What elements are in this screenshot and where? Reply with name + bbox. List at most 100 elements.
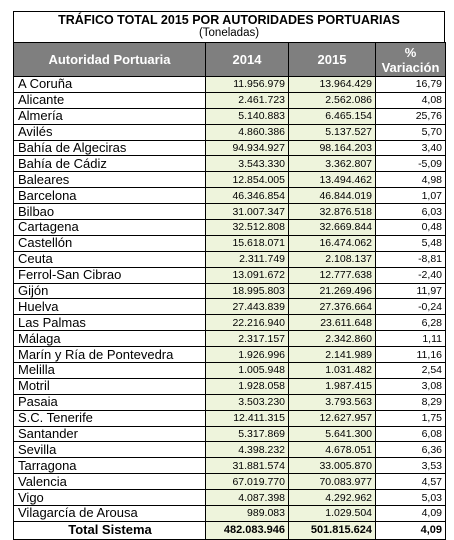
- port-name-cell: Bahía de Cádiz: [13, 155, 206, 173]
- value-2015-cell: 2.562.086: [288, 91, 376, 109]
- table-row: Barcelona 46.346.854 46.844.019 1,07: [13, 187, 446, 205]
- value-2015-cell: 32.876.518: [288, 203, 376, 221]
- value-2015-cell: 2.141.989: [288, 346, 376, 364]
- table-row: Santander 5.317.869 5.641.300 6,08: [13, 425, 446, 443]
- value-2015-cell: 33.005.870: [288, 457, 376, 475]
- value-2015-cell: 13.494.462: [288, 171, 376, 189]
- port-name-cell: Sevilla: [13, 441, 206, 459]
- variation-cell: 5,48: [375, 234, 446, 252]
- variation-cell: 5,03: [375, 489, 446, 507]
- value-2014-cell: 1.005.948: [205, 362, 289, 379]
- value-2014-cell: 31.007.347: [205, 203, 289, 221]
- table-row: Valencia 67.019.770 70.083.977 4,57: [13, 473, 446, 491]
- port-name-cell: Valencia: [13, 473, 206, 491]
- value-2014-cell: 3.503.230: [205, 393, 289, 411]
- value-2015-cell: 1.029.504: [288, 505, 376, 522]
- port-name-cell: Tarragona: [13, 457, 206, 475]
- value-2015-cell: 5.641.300: [288, 425, 376, 443]
- table-row: Gijón 18.995.803 21.269.496 11,97: [13, 282, 446, 300]
- value-2014-cell: 31.881.574: [205, 457, 289, 475]
- value-2015-cell: 21.269.496: [288, 282, 376, 300]
- value-2015-cell: 2.342.860: [288, 330, 376, 348]
- value-2015-cell: 1.031.482: [288, 362, 376, 379]
- header-variation: % Variación: [375, 42, 446, 77]
- port-name-cell: Barcelona: [13, 187, 206, 205]
- variation-cell: 3,53: [375, 457, 446, 475]
- value-2014-cell: 4.087.398: [205, 489, 289, 507]
- port-name-cell: Cartagena: [13, 219, 206, 236]
- port-name-cell: Ferrol-San Cibrao: [13, 266, 206, 284]
- variation-cell: 3,40: [375, 139, 446, 157]
- port-name-cell: Huelva: [13, 298, 206, 316]
- port-traffic-table: Autoridad Portuaria 2014 2015 % Variació…: [13, 42, 446, 540]
- header-2014: 2014: [205, 42, 289, 77]
- value-2015-cell: 13.964.429: [288, 76, 376, 93]
- table-row: Marín y Ría de Pontevedra 1.926.996 2.141.…: [13, 346, 446, 364]
- table-row: Cartagena 32.512.808 32.669.844 0,48: [13, 219, 446, 236]
- variation-cell: 2,54: [375, 362, 446, 379]
- variation-cell: 1,07: [375, 187, 446, 205]
- variation-cell: -8,81: [375, 250, 446, 268]
- value-2015-cell: 98.164.203: [288, 139, 376, 157]
- variation-cell: 4,98: [375, 171, 446, 189]
- value-2015-cell: 16.474.062: [288, 234, 376, 252]
- value-2014-cell: 3.543.330: [205, 155, 289, 173]
- port-name-cell: Málaga: [13, 330, 206, 348]
- traffic-table-container: TRÁFICO TOTAL 2015 POR AUTORIDADES PORTU…: [13, 11, 446, 540]
- value-2014-cell: 2.461.723: [205, 91, 289, 109]
- value-2015-cell: 12.777.638: [288, 266, 376, 284]
- table-title: TRÁFICO TOTAL 2015 POR AUTORIDADES PORTU…: [58, 13, 400, 27]
- table-row: Sevilla 4.398.232 4.678.051 6,36: [13, 441, 446, 459]
- value-2014-cell: 12.411.315: [205, 409, 289, 427]
- value-2015-cell: 12.627.957: [288, 409, 376, 427]
- table-body: A Coruña 11.956.979 13.964.429 16,79 Alicant…: [13, 76, 446, 522]
- header-variation-label: Variación: [381, 59, 440, 75]
- value-2014-cell: 22.216.940: [205, 314, 289, 332]
- value-2014-cell: 4.860.386: [205, 123, 289, 141]
- value-2014-cell: 5.140.883: [205, 107, 289, 125]
- total-2015: 501.815.624: [288, 520, 376, 540]
- table-row: S.C. Tenerife 12.411.315 12.627.957 1,75: [13, 409, 446, 427]
- port-name-cell: Ceuta: [13, 250, 206, 268]
- value-2014-cell: 67.019.770: [205, 473, 289, 491]
- value-2014-cell: 13.091.672: [205, 266, 289, 284]
- table-row: Pasaia 3.503.230 3.793.563 8,29: [13, 393, 446, 411]
- port-name-cell: Santander: [13, 425, 206, 443]
- variation-cell: 1,11: [375, 330, 446, 348]
- port-name-cell: Vilagarcía de Arousa: [13, 505, 206, 522]
- table-row: Bahía de Cádiz 3.543.330 3.362.807 -5,09: [13, 155, 446, 173]
- value-2014-cell: 1.926.996: [205, 346, 289, 364]
- table-row: Bilbao 31.007.347 32.876.518 6,03: [13, 203, 446, 221]
- table-row: Avilés 4.860.386 5.137.527 5,70: [13, 123, 446, 141]
- value-2014-cell: 2.311.749: [205, 250, 289, 268]
- table-row: Vilagarcía de Arousa 989.083 1.029.504 4,09: [13, 505, 446, 522]
- port-name-cell: Las Palmas: [13, 314, 206, 332]
- value-2015-cell: 3.362.807: [288, 155, 376, 173]
- table-row: Alicante 2.461.723 2.562.086 4,08: [13, 91, 446, 109]
- port-name-cell: A Coruña: [13, 76, 206, 93]
- value-2014-cell: 11.956.979: [205, 76, 289, 93]
- table-row: Vigo 4.087.398 4.292.962 5,03: [13, 489, 446, 507]
- table-row: Melilla 1.005.948 1.031.482 2,54: [13, 362, 446, 379]
- total-variation: 4,09: [375, 520, 446, 540]
- total-2014: 482.083.946: [205, 520, 289, 540]
- value-2015-cell: 5.137.527: [288, 123, 376, 141]
- value-2014-cell: 15.618.071: [205, 234, 289, 252]
- port-name-cell: S.C. Tenerife: [13, 409, 206, 427]
- variation-cell: 11,97: [375, 282, 446, 300]
- variation-cell: -0,24: [375, 298, 446, 316]
- value-2015-cell: 6.465.154: [288, 107, 376, 125]
- port-name-cell: Avilés: [13, 123, 206, 141]
- header-2015: 2015: [288, 42, 376, 77]
- header-variation-symbol: %: [404, 44, 417, 60]
- port-name-cell: Almería: [13, 107, 206, 125]
- variation-cell: 4,57: [375, 473, 446, 491]
- variation-cell: 3,08: [375, 377, 446, 395]
- port-name-cell: Motril: [13, 377, 206, 395]
- variation-cell: 6,28: [375, 314, 446, 332]
- variation-cell: 4,08: [375, 91, 446, 109]
- value-2014-cell: 18.995.803: [205, 282, 289, 300]
- port-name-cell: Castellón: [13, 234, 206, 252]
- value-2015-cell: 46.844.019: [288, 187, 376, 205]
- total-label: Total Sistema: [13, 520, 206, 540]
